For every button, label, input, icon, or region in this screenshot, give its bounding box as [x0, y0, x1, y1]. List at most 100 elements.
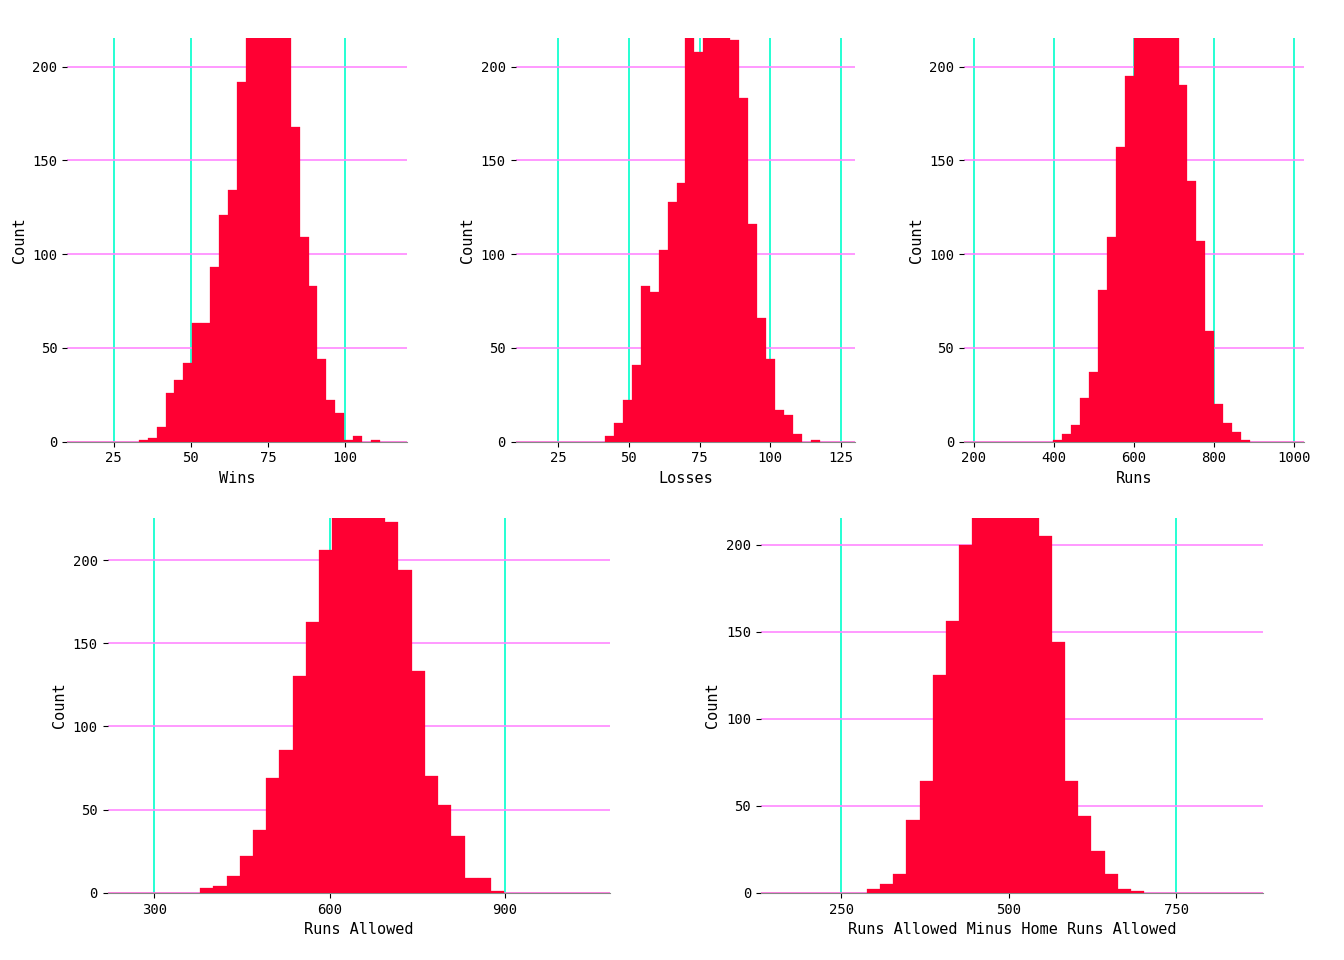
- Bar: [246, 0, 255, 442]
- Bar: [946, 621, 960, 893]
- Bar: [960, 544, 973, 893]
- Bar: [219, 215, 228, 442]
- Bar: [1062, 434, 1071, 442]
- Bar: [676, 182, 685, 442]
- Bar: [685, 16, 695, 442]
- Bar: [730, 40, 739, 442]
- Bar: [290, 127, 300, 442]
- Bar: [1116, 147, 1125, 442]
- Bar: [784, 416, 793, 442]
- Bar: [906, 820, 919, 893]
- Bar: [1134, 19, 1142, 442]
- Bar: [327, 400, 336, 442]
- Bar: [695, 52, 703, 442]
- Bar: [739, 99, 749, 442]
- Bar: [1091, 851, 1105, 893]
- Bar: [1241, 440, 1250, 442]
- Bar: [359, 423, 372, 893]
- Bar: [703, 0, 712, 442]
- Bar: [1214, 404, 1223, 442]
- Bar: [632, 365, 641, 442]
- Bar: [438, 804, 452, 893]
- Bar: [793, 434, 801, 442]
- Bar: [622, 400, 632, 442]
- X-axis label: Runs: Runs: [1116, 470, 1152, 486]
- Bar: [138, 440, 148, 442]
- Bar: [766, 359, 775, 442]
- Bar: [1179, 85, 1188, 442]
- Y-axis label: Count: Count: [52, 683, 67, 729]
- Bar: [605, 436, 614, 442]
- X-axis label: Runs Allowed: Runs Allowed: [304, 922, 414, 937]
- Bar: [345, 482, 359, 893]
- Bar: [293, 677, 306, 893]
- Bar: [880, 884, 892, 893]
- Bar: [353, 436, 362, 442]
- Bar: [1064, 781, 1078, 893]
- Bar: [999, 373, 1012, 893]
- Y-axis label: Count: Count: [460, 217, 476, 263]
- Bar: [1132, 891, 1144, 893]
- Bar: [1196, 241, 1206, 442]
- Bar: [336, 414, 344, 442]
- Bar: [614, 422, 622, 442]
- Bar: [465, 877, 478, 893]
- Bar: [1089, 372, 1098, 442]
- Bar: [253, 829, 266, 893]
- Y-axis label: Count: Count: [909, 217, 923, 263]
- Y-axis label: Count: Count: [706, 683, 720, 729]
- Bar: [398, 570, 411, 893]
- Bar: [1161, 0, 1169, 442]
- Bar: [1105, 874, 1118, 893]
- Bar: [1071, 424, 1081, 442]
- Bar: [1039, 536, 1052, 893]
- Bar: [175, 380, 183, 442]
- Bar: [280, 750, 293, 893]
- Bar: [919, 781, 933, 893]
- Bar: [867, 889, 880, 893]
- Bar: [386, 521, 398, 893]
- Bar: [985, 422, 999, 893]
- Bar: [1142, 0, 1152, 442]
- Bar: [282, 16, 290, 442]
- Bar: [1098, 290, 1107, 442]
- Bar: [1078, 816, 1091, 893]
- Bar: [1052, 642, 1064, 893]
- Bar: [1081, 398, 1089, 442]
- Bar: [933, 675, 946, 893]
- Bar: [1169, 0, 1179, 442]
- Bar: [200, 888, 214, 893]
- Bar: [1152, 0, 1161, 442]
- Bar: [641, 286, 649, 442]
- Bar: [478, 877, 491, 893]
- Bar: [1232, 432, 1241, 442]
- X-axis label: Wins: Wins: [219, 470, 255, 486]
- Y-axis label: Count: Count: [12, 217, 27, 263]
- Bar: [237, 82, 246, 442]
- Bar: [722, 0, 730, 442]
- X-axis label: Losses: Losses: [659, 470, 712, 486]
- Bar: [210, 267, 219, 442]
- Bar: [344, 440, 353, 442]
- Bar: [712, 0, 722, 442]
- Bar: [1118, 889, 1132, 893]
- Bar: [1223, 422, 1232, 442]
- Bar: [148, 438, 157, 442]
- Bar: [306, 621, 319, 893]
- Bar: [425, 777, 438, 893]
- Bar: [1125, 76, 1134, 442]
- Bar: [452, 836, 465, 893]
- Bar: [810, 440, 820, 442]
- Bar: [1054, 440, 1062, 442]
- Bar: [411, 671, 425, 893]
- Bar: [319, 550, 332, 893]
- Bar: [668, 202, 676, 442]
- Bar: [309, 286, 317, 442]
- Bar: [757, 318, 766, 442]
- Bar: [371, 440, 380, 442]
- Bar: [255, 0, 263, 442]
- Bar: [183, 363, 192, 442]
- Bar: [239, 856, 253, 893]
- Bar: [228, 190, 237, 442]
- Bar: [659, 251, 668, 442]
